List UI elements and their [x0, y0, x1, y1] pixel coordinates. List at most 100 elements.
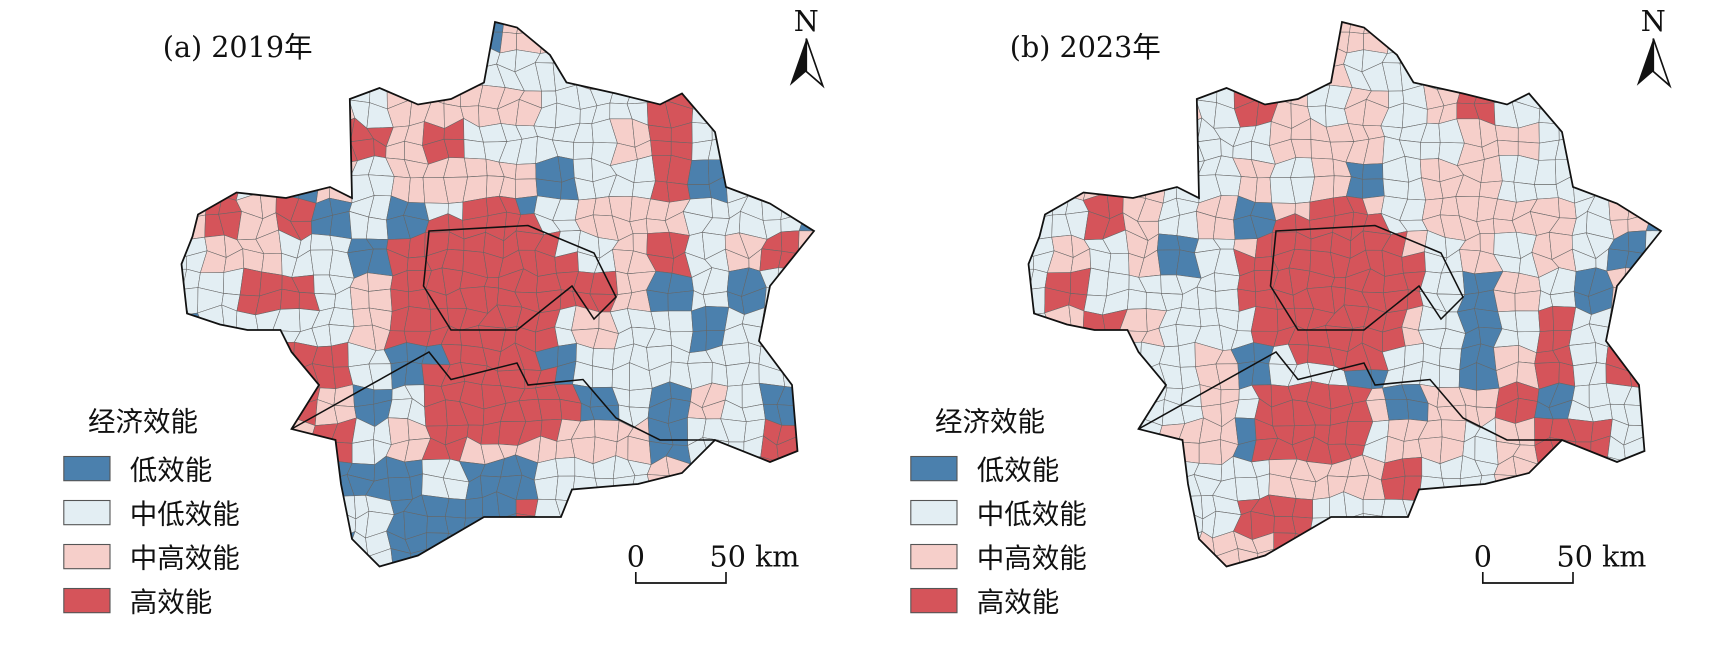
district [216, 22, 243, 30]
legend-swatch [63, 499, 111, 526]
district [1158, 22, 1183, 33]
district [1587, 108, 1616, 124]
district [1572, 159, 1590, 182]
district [253, 22, 279, 33]
district [272, 534, 296, 555]
district [1436, 22, 1462, 36]
district [1669, 421, 1682, 446]
district [572, 141, 594, 160]
district [1157, 25, 1184, 52]
district [463, 139, 487, 160]
district [705, 103, 726, 126]
district [818, 350, 838, 369]
district [758, 515, 786, 539]
district [294, 438, 312, 466]
district [1557, 22, 1577, 35]
district [1666, 293, 1686, 316]
district [721, 342, 750, 367]
district [728, 45, 746, 70]
district [1028, 102, 1029, 126]
district [1159, 85, 1186, 110]
district [608, 494, 638, 516]
district [1082, 496, 1109, 516]
district [797, 481, 815, 503]
district [294, 550, 317, 567]
district [1420, 512, 1438, 539]
district [1644, 481, 1662, 503]
district [816, 532, 844, 556]
district [668, 532, 692, 554]
district [1311, 157, 1335, 178]
district [761, 174, 786, 197]
district [1660, 459, 1662, 483]
district [1608, 45, 1635, 69]
district [631, 61, 651, 88]
district [1624, 154, 1651, 176]
district [365, 216, 389, 240]
district [767, 139, 782, 160]
district [817, 399, 838, 424]
district [1105, 512, 1124, 540]
district [1455, 22, 1483, 32]
district [1118, 162, 1143, 179]
district [722, 455, 749, 484]
district [1108, 252, 1130, 276]
district [1535, 27, 1559, 54]
district [817, 231, 836, 258]
district [1660, 443, 1662, 466]
district [1383, 548, 1410, 567]
district [1119, 510, 1147, 536]
district [1516, 475, 1542, 501]
district [535, 22, 556, 35]
district [1352, 530, 1370, 558]
district [1478, 512, 1504, 539]
district [795, 436, 815, 466]
district [614, 51, 636, 73]
district [1043, 385, 1070, 409]
district [776, 491, 799, 522]
district [801, 99, 815, 129]
district [1143, 61, 1165, 91]
district [1102, 174, 1124, 195]
district [555, 475, 576, 502]
district [1533, 62, 1552, 88]
district [780, 192, 806, 221]
district [1102, 400, 1130, 425]
district [1214, 272, 1240, 292]
district [294, 572, 316, 595]
district [554, 22, 579, 35]
district [336, 82, 350, 111]
district [252, 85, 278, 110]
district [1475, 499, 1504, 518]
district [311, 456, 338, 478]
district [1254, 45, 1273, 69]
district [1310, 139, 1334, 160]
district [1511, 497, 1538, 522]
legend-swatch [63, 455, 111, 482]
district [312, 495, 339, 520]
district [1312, 497, 1330, 519]
legend-swatch [910, 455, 958, 482]
district [1624, 285, 1654, 312]
district [458, 22, 486, 33]
district [369, 62, 388, 92]
district [1567, 103, 1591, 126]
district [236, 118, 264, 147]
district [290, 120, 318, 147]
district [744, 67, 769, 88]
district [181, 364, 186, 391]
district [1102, 553, 1130, 567]
district [554, 568, 575, 591]
district [1085, 535, 1106, 554]
district [802, 125, 815, 142]
district [1624, 308, 1650, 327]
district [1033, 154, 1054, 183]
district [482, 517, 508, 534]
district [1050, 328, 1072, 351]
district [1028, 305, 1036, 333]
district [1181, 28, 1202, 53]
district [235, 496, 262, 516]
legend-label: 中低效能 [130, 499, 240, 531]
